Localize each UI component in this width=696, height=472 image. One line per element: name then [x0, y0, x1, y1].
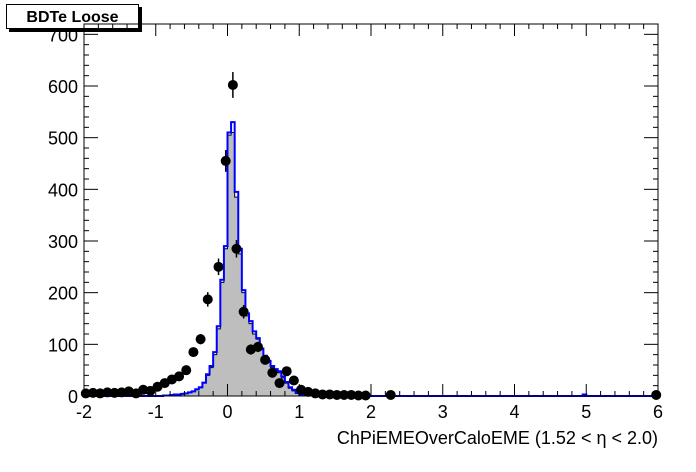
plot-frame — [83, 23, 659, 397]
y-tick-label: 700 — [48, 25, 78, 45]
blue-step-histogram-series — [84, 121, 658, 397]
data-point — [188, 347, 199, 358]
histogram-fill-area — [84, 132, 321, 397]
filled-histogram-series — [84, 132, 321, 397]
data-point — [324, 389, 335, 400]
data-point — [102, 387, 113, 398]
data-point — [353, 390, 364, 401]
x-tick-label: -1 — [148, 402, 164, 422]
blue-step-line — [84, 121, 658, 397]
x-tick-label: 6 — [653, 402, 663, 422]
x-axis-ticks: -2 -1 0 1 2 3 4 5 6 — [76, 24, 663, 422]
x-axis-label: ChPiEMEOverCaloEME (1.52 < η < 2.0) — [337, 428, 658, 448]
data-point — [181, 365, 192, 376]
data-point — [331, 389, 342, 400]
data-point — [109, 387, 120, 398]
data-point — [238, 306, 249, 317]
y-axis-ticks: 0 100 200 300 400 500 600 700 — [48, 23, 658, 407]
data-point — [267, 367, 278, 378]
y-tick-label: 100 — [48, 335, 78, 355]
data-point — [227, 79, 238, 90]
data-point — [360, 390, 371, 401]
data-point — [174, 371, 185, 382]
data-point — [220, 155, 231, 166]
data-point — [288, 375, 299, 386]
data-point — [231, 243, 242, 254]
x-tick-label: 1 — [294, 402, 304, 422]
x-tick-label: 3 — [438, 402, 448, 422]
y-tick-label: 0 — [68, 387, 78, 407]
data-point — [260, 354, 271, 365]
data-point — [651, 389, 662, 400]
data-point — [385, 389, 396, 400]
data-point — [317, 389, 328, 400]
data-point — [281, 366, 292, 377]
y-tick-label: 300 — [48, 232, 78, 252]
data-point — [202, 294, 213, 305]
x-tick-label: 0 — [222, 402, 232, 422]
data-point — [195, 334, 206, 345]
y-tick-label: 200 — [48, 284, 78, 304]
x-tick-label: 4 — [509, 402, 519, 422]
chart-title: BDTe Loose — [6, 4, 139, 29]
data-point — [87, 387, 98, 398]
data-point — [252, 341, 263, 352]
x-tick-label: 2 — [366, 402, 376, 422]
data-points-series — [80, 72, 662, 401]
y-tick-label: 500 — [48, 129, 78, 149]
data-point — [213, 261, 224, 272]
data-point — [339, 389, 350, 400]
data-point — [274, 378, 285, 389]
y-tick-label: 600 — [48, 77, 78, 97]
x-tick-label: 5 — [581, 402, 591, 422]
x-tick-label: -2 — [76, 402, 92, 422]
y-tick-label: 400 — [48, 180, 78, 200]
data-point — [346, 389, 357, 400]
